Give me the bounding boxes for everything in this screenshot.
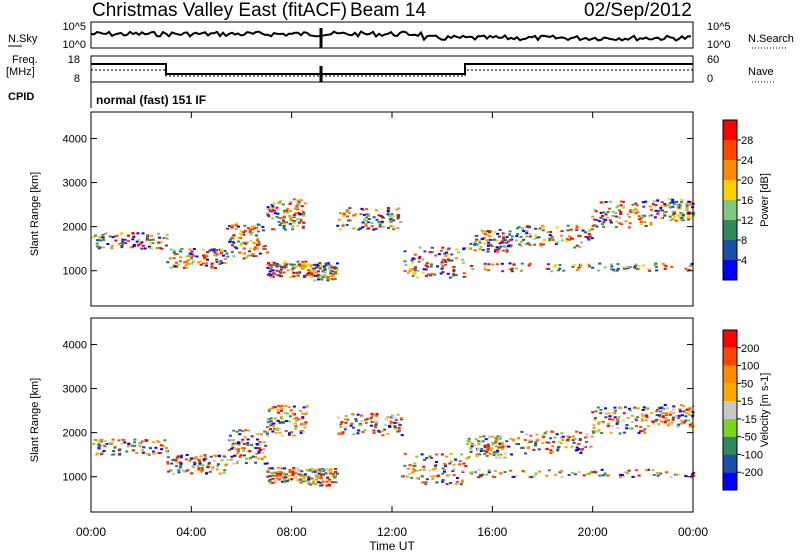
colorbar-segment [723, 330, 737, 348]
ytick-label: 1000 [63, 266, 87, 278]
plot-title: Christmas Valley East (fitACF) [92, 0, 347, 21]
ytick-label: 4000 [63, 339, 87, 351]
xtick-label: 00:00 [76, 525, 106, 539]
nsearch-label: N.Search [748, 33, 794, 45]
nsky-panel: N.Sky 10^5 10^0 10^5 10^0 N.Search [8, 21, 794, 51]
nsky-tick-top: 10^5 [62, 21, 86, 33]
freq-tick-bottom: 8 [74, 73, 80, 85]
colorbar-tick-label: 24 [741, 155, 753, 167]
colorbar-tick-label: -200 [741, 467, 763, 479]
nsky-label: N.Sky [8, 33, 38, 45]
x-axis-label: Time UT [369, 539, 415, 553]
date-label: 02/Sep/2012 [584, 0, 692, 21]
freq-label-2: [MHz] [6, 66, 35, 78]
xtick-label: 12:00 [377, 525, 407, 539]
power-colorbar: 4 8 12 16 20 24 28 [722, 119, 753, 281]
cpid-value: normal (fast) 151 IF [96, 93, 206, 107]
x-axis: 00:00 04:00 08:00 12:00 16:00 20:00 00:00 [76, 112, 708, 539]
colorbar-tick-label: 12 [741, 215, 753, 227]
colorbar-segment [723, 220, 737, 240]
colorbar-segment [723, 365, 737, 384]
colorbar-segment [723, 260, 737, 280]
beam-label: Beam 14 [350, 0, 426, 21]
velocity-colorbar-label: Velocity [m s-1] [759, 373, 771, 448]
colorbar-tick-label: 15 [741, 396, 753, 408]
ytick-label: 3000 [63, 178, 87, 190]
xtick-label: 00:00 [678, 525, 708, 539]
colorbar-tick-label: 8 [741, 235, 747, 247]
power-ylabel: Slant Range [km] [29, 172, 41, 256]
colorbar-tick-label: 16 [741, 195, 753, 207]
nave-series [91, 69, 693, 77]
velocity-colorbar: 200 100 50 15 -15 -50 -100 -200 [722, 329, 763, 491]
nsky-series [90, 30, 692, 42]
nave-label: Nave [748, 66, 774, 78]
colorbar-tick-label: -100 [741, 449, 763, 461]
colorbar-segment [723, 180, 737, 200]
colorbar-tick-label: 50 [741, 378, 753, 390]
power-panel: 1000 2000 3000 4000 Slant Range [km] 4 8 12 16… [29, 111, 771, 307]
power-heatmap [91, 198, 696, 282]
power-colorbar-label: Power [dB] [759, 173, 771, 227]
colorbar-tick-label: 28 [741, 135, 753, 147]
xtick-label: 08:00 [277, 525, 307, 539]
nave-tick-top: 60 [707, 54, 719, 66]
ytick-label: 1000 [63, 472, 87, 484]
colorbar-tick-label: -15 [741, 414, 757, 426]
velocity-heatmap [92, 403, 696, 487]
nsky-tick-bottom: 10^0 [62, 39, 86, 51]
velocity-ylabel: Slant Range [km] [29, 378, 41, 462]
nave-tick-bottom: 0 [707, 73, 713, 85]
ytick-label: 2000 [63, 222, 87, 234]
freq-label-1: Freq. [12, 54, 38, 66]
velocity-panel: 1000 2000 3000 4000 Slant Range [km] 200 100… [29, 317, 771, 513]
colorbar-segment [723, 454, 737, 473]
freq-series [91, 63, 693, 75]
colorbar-segment [723, 383, 737, 402]
colorbar-segment [723, 418, 737, 437]
colorbar-tick-label: 20 [741, 175, 753, 187]
freq-tick-top: 18 [68, 54, 80, 66]
ytick-label: 2000 [63, 428, 87, 440]
colorbar-segment [723, 120, 737, 140]
colorbar-tick-label: -50 [741, 432, 757, 444]
ytick-label: 4000 [63, 133, 87, 145]
ytick-label: 3000 [63, 384, 87, 396]
nsearch-tick-bottom: 10^0 [707, 39, 731, 51]
colorbar-tick-label: 100 [741, 361, 759, 373]
xtick-label: 20:00 [578, 525, 608, 539]
cpid-label: CPID [8, 91, 34, 103]
freq-panel: Freq. [MHz] 18 8 60 0 Nave CPID normal (… [6, 54, 776, 108]
nsearch-tick-top: 10^5 [707, 21, 731, 33]
colorbar-tick-label: 4 [741, 255, 747, 267]
colorbar-segment [723, 160, 737, 180]
xtick-label: 04:00 [176, 525, 206, 539]
colorbar-segment [723, 200, 737, 220]
colorbar-segment [723, 401, 737, 419]
colorbar-segment [723, 240, 737, 260]
colorbar-segment [723, 472, 737, 490]
colorbar-segment [723, 436, 737, 455]
colorbar-segment [723, 140, 737, 160]
colorbar-segment [723, 347, 737, 366]
colorbar-tick-label: 200 [741, 343, 759, 355]
xtick-label: 16:00 [477, 525, 507, 539]
